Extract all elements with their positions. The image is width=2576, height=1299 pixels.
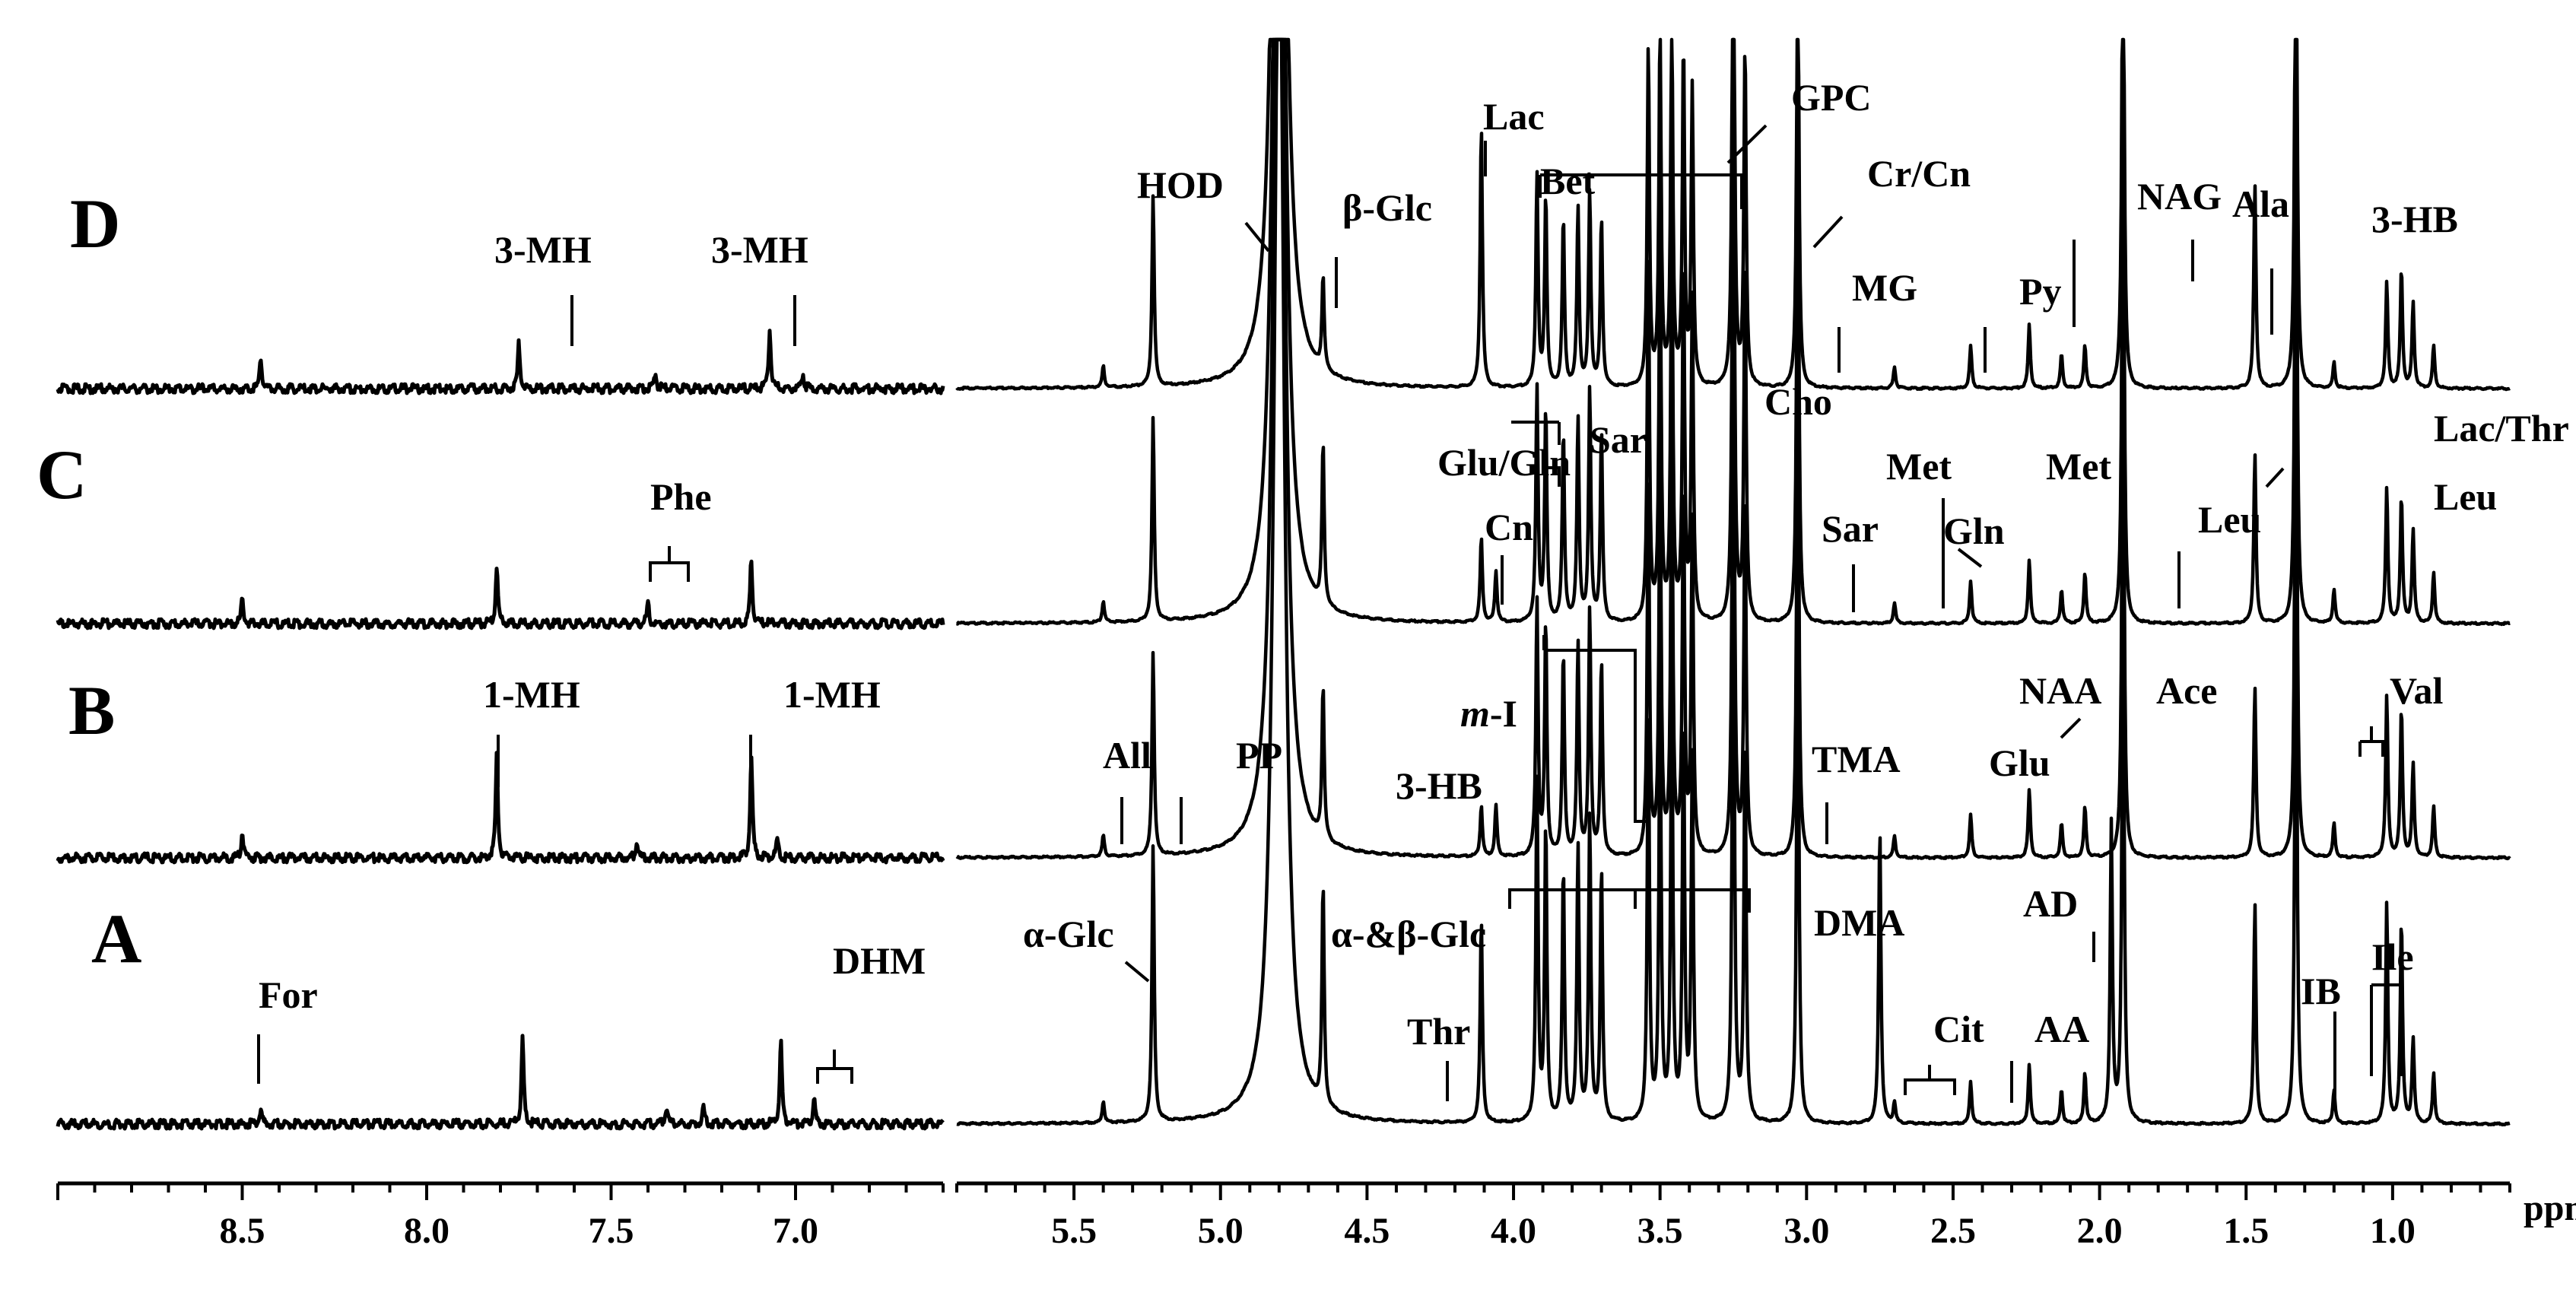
tick-label: 1.0 [2370, 1211, 2416, 1251]
peak-annotation: Bet [1540, 160, 1596, 202]
annotation-marker [2265, 467, 2285, 488]
peak-annotation: Ala [2232, 183, 2289, 225]
peak-annotation: 3-HB [1396, 764, 1482, 807]
peak-annotation: GPC [1791, 76, 1872, 119]
spectrum-C-aliphatic [955, 37, 2511, 627]
peak-annotation: 1-MH [483, 673, 580, 716]
spectrum-C-aromatic [56, 559, 945, 630]
tick-label: 1.5 [2223, 1211, 2269, 1251]
tick-label: 4.0 [1491, 1211, 1536, 1251]
panel-label-A: A [91, 900, 141, 977]
peak-annotation: Glu/Gln [1437, 441, 1571, 484]
peak-annotation: DHM [833, 939, 926, 982]
peak-annotation: DMA [1814, 901, 1904, 944]
annotation-marker [1124, 961, 1150, 983]
peak-annotation: α-Glc [1023, 913, 1114, 955]
tick-label: 2.0 [2077, 1211, 2123, 1251]
peak-annotation: PP [1236, 734, 1282, 777]
peak-annotation: Glu [1989, 742, 2050, 784]
tick-label: 2.5 [1930, 1211, 1976, 1251]
peak-group-bracket [816, 1067, 853, 1084]
peak-group-bracket [1508, 888, 1637, 909]
peak-annotation: NAA [2019, 669, 2101, 712]
panel-label-B: B [68, 672, 115, 749]
peak-annotation: Lac/Thr [2434, 407, 2569, 449]
peak-group-bracket [649, 561, 690, 582]
peak-annotation: HOD [1137, 164, 1224, 206]
peak-group-bracket [1540, 173, 1743, 209]
peak-annotation: 3-MH [711, 228, 808, 271]
peak-annotation: Ile [2371, 935, 2414, 978]
peak-group-bracket [1544, 649, 1650, 823]
spectrum-A-aromatic [56, 1034, 945, 1131]
x-axis: 8.5 8.0 7.5 7.0 5.5 5.0 4.5 4.0 3.5 3.0 2.5 2.0 1.5 1… [56, 1181, 2576, 1251]
tick-label: 7.0 [773, 1211, 818, 1251]
annotation-marker [1957, 548, 1983, 568]
spectra-layer [56, 37, 2511, 1131]
tick-label: 8.0 [404, 1211, 449, 1251]
peak-annotation: Cr/Cn [1867, 152, 1971, 195]
peak-annotation: Thr [1407, 1010, 1470, 1053]
spectrum-B-aliphatic [955, 37, 2511, 861]
peak-annotation: MG [1852, 266, 1917, 309]
annotation-marker [1726, 124, 1768, 164]
peak-group-bracket [1904, 1078, 1956, 1095]
peak-annotation: α-&β-Glc [1331, 913, 1486, 955]
tick-label: 5.0 [1198, 1211, 1244, 1251]
x-axis-label: ppm [2524, 1188, 2576, 1228]
peak-annotation: Cn [1485, 506, 1533, 548]
tick-label: 8.5 [220, 1211, 265, 1251]
peak-annotation: Py [2019, 270, 2062, 313]
spectrum-B-aromatic [56, 751, 945, 865]
peak-annotation: IB [2301, 970, 2341, 1012]
peak-group-bracket [2360, 740, 2384, 757]
peak-group-bracket [2371, 983, 2403, 1076]
peak-annotation: Ace [2156, 669, 2218, 712]
peak-annotation: NAG [2137, 175, 2222, 218]
peak-annotation: Sar [1822, 507, 1879, 550]
peak-annotation: 3-HB [2371, 198, 2458, 240]
peak-annotation: Gln [1943, 510, 2005, 552]
spectrum-D-aromatic [56, 329, 945, 395]
tick-label: 4.5 [1344, 1211, 1390, 1251]
spectrum-A-aliphatic [955, 37, 2511, 1127]
peak-annotation: For [259, 973, 318, 1016]
tick-label: 7.5 [589, 1211, 634, 1251]
peak-group-bracket [1548, 466, 1561, 487]
peak-annotation: TMA [1812, 738, 1901, 780]
peak-annotation: Cho [1764, 380, 1832, 423]
peak-annotation: AD [2023, 882, 2078, 925]
peak-annotation: Leu [2434, 475, 2497, 518]
peak-annotation: AA [2034, 1008, 2089, 1050]
peak-annotation: Cit [1933, 1008, 1984, 1050]
peak-annotation: 3-MH [494, 228, 592, 271]
peak-annotation: Lac [1483, 95, 1545, 138]
tick-label: 5.5 [1051, 1211, 1097, 1251]
peak-annotation: β-Glc [1342, 186, 1432, 229]
peak-annotation: 1-MH [783, 673, 881, 716]
annotation-marker [1244, 221, 1270, 252]
peak-annotation: Val [2390, 669, 2444, 712]
panel-label-D: D [70, 185, 120, 262]
peak-annotation: Leu [2198, 498, 2261, 541]
peak-annotation: Sar [1590, 418, 1647, 461]
tick-label: 3.0 [1784, 1211, 1829, 1251]
annotation-marker [2060, 717, 2082, 739]
peak-annotation: All [1103, 734, 1151, 777]
peak-annotation: Met [1886, 445, 1952, 488]
tick-label: 3.5 [1637, 1211, 1683, 1251]
peak-annotation: m-I [1460, 692, 1517, 735]
peak-annotation: Phe [650, 475, 712, 518]
peak-annotation: Met [2046, 445, 2111, 488]
panel-label-C: C [37, 436, 87, 513]
annotation-marker [1812, 215, 1844, 249]
